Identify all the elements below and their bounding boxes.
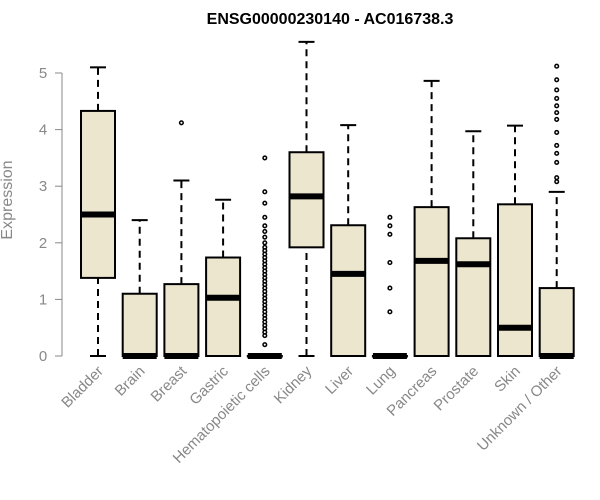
x-tick-label: Breast <box>148 362 191 405</box>
outlier-point <box>387 309 393 315</box>
outlier-point <box>262 200 268 206</box>
iqr-box <box>330 224 367 357</box>
outlier-point <box>262 342 268 348</box>
y-tick-label: 5 <box>39 65 47 82</box>
outlier-point <box>262 189 268 195</box>
y-tick-label: 4 <box>39 122 47 139</box>
iqr-box <box>80 109 116 279</box>
iqr-box <box>121 292 158 357</box>
box-hematopoietic-cells <box>246 155 283 359</box>
outlier-point <box>554 77 560 83</box>
outlier-point <box>554 63 560 69</box>
x-tick-label: Lung <box>363 363 399 399</box>
x-tick-label: Brain <box>112 363 149 400</box>
x-tick-label: Bladder <box>58 363 107 412</box>
outlier-point <box>387 214 393 220</box>
box-gastric <box>205 198 242 357</box>
box-kidney <box>288 40 325 357</box>
box-lung <box>371 214 408 359</box>
y-axis: 0 1 2 3 4 5 <box>39 65 63 365</box>
outlier-point <box>387 231 393 237</box>
outlier-point <box>554 142 560 148</box>
outlier-point <box>262 240 268 246</box>
y-tick-label: 3 <box>39 178 47 195</box>
box-prostate <box>455 130 492 357</box>
outlier-point <box>554 87 560 93</box>
box-pancreas <box>413 79 450 357</box>
box-bladder <box>80 66 116 357</box>
outlier-point <box>262 234 268 240</box>
outlier-point <box>262 223 268 229</box>
iqr-box <box>455 237 492 357</box>
outlier-point <box>387 223 393 229</box>
outlier-point <box>262 155 268 161</box>
iqr-box <box>538 287 575 357</box>
y-tick-label: 0 <box>39 348 47 365</box>
iqr-box <box>288 151 325 249</box>
outlier-point <box>554 159 560 165</box>
outlier-point <box>387 285 393 291</box>
box-breast <box>163 120 200 359</box>
outlier-point <box>554 175 560 181</box>
outlier-point <box>554 103 560 109</box>
outlier-point <box>262 228 268 235</box>
outlier-point <box>554 129 560 135</box>
outlier-point <box>554 95 560 102</box>
x-tick-label: Kidney <box>271 362 316 407</box>
boxes-group <box>80 40 575 359</box>
iqr-box <box>205 256 242 357</box>
y-tick-label: 2 <box>39 235 47 252</box>
y-axis-label: Expression <box>0 160 16 239</box>
outlier-point <box>554 116 560 122</box>
chart-title: ENSG00000230140 - AC016738.3 <box>207 11 454 28</box>
iqr-box <box>413 206 450 357</box>
outlier-point <box>262 214 268 220</box>
box-liver <box>330 124 367 357</box>
x-tick-label: Liver <box>322 363 357 398</box>
x-tick-label: Prostate <box>431 363 483 415</box>
x-tick-label: Skin <box>491 363 524 396</box>
outlier-point <box>178 120 184 126</box>
outlier-point <box>387 260 393 266</box>
outlier-point <box>554 179 560 185</box>
box-unknown-other <box>538 63 575 359</box>
outlier-point <box>554 150 560 156</box>
y-tick-label: 1 <box>39 291 47 308</box>
box-brain <box>121 219 158 359</box>
iqr-box <box>497 203 533 357</box>
iqr-box <box>163 283 200 358</box>
box-skin <box>497 124 533 357</box>
outlier-point <box>554 110 560 116</box>
outlier-point <box>262 333 268 339</box>
